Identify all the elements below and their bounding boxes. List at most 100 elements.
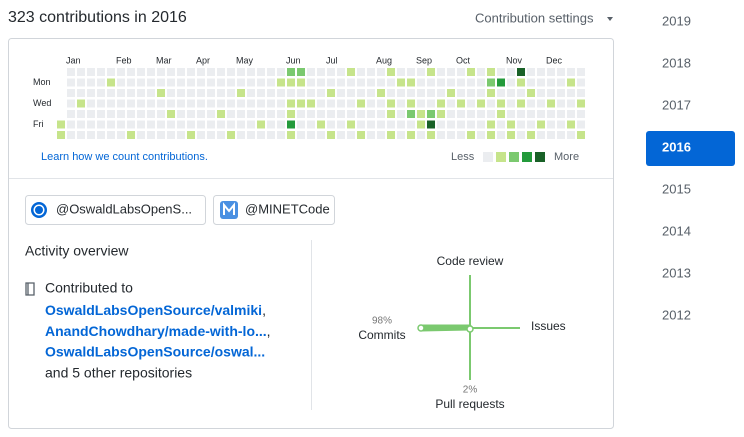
day-cell: [67, 99, 75, 108]
day-cell: [377, 131, 385, 139]
radar-label: Code review: [437, 254, 504, 268]
day-cell: [117, 78, 125, 87]
day-cell: [247, 68, 255, 76]
day-cell: [127, 89, 135, 97]
day-cell: [277, 99, 285, 108]
year-link[interactable]: 2012: [662, 307, 691, 322]
day-cell: [527, 89, 535, 97]
day-cell: [357, 99, 365, 108]
day-cell: [157, 68, 165, 76]
day-cell: [427, 131, 435, 139]
day-cell: [127, 110, 135, 118]
day-cell: [237, 131, 245, 139]
radar-point: [417, 324, 425, 332]
year-link[interactable]: 2017: [662, 97, 691, 112]
day-cell: [457, 78, 465, 87]
day-cell: [247, 131, 255, 139]
day-cell: [247, 110, 255, 118]
day-cell: [177, 120, 185, 129]
day-cell: [397, 89, 405, 97]
org-name: @MINETCode: [245, 201, 330, 216]
day-cell: [417, 120, 425, 129]
repo-link[interactable]: AnandChowdhary/made-with-lo...: [45, 323, 267, 339]
day-cell: [467, 120, 475, 129]
radar-percent: 98%: [372, 316, 392, 327]
day-cell: [177, 89, 185, 97]
year-link[interactable]: 2015: [662, 181, 691, 196]
day-cell: [577, 68, 585, 76]
day-cell: [157, 120, 165, 129]
day-cell: [197, 89, 205, 97]
year-link[interactable]: 2014: [662, 223, 691, 238]
day-cell: [87, 110, 95, 118]
day-cell: [237, 68, 245, 76]
day-cell: [307, 99, 315, 108]
day-cell: [117, 99, 125, 108]
day-cell: [167, 120, 175, 129]
day-cell: [337, 78, 345, 87]
legend-cell: [483, 152, 493, 162]
other-repos: and 5 other repositories: [45, 365, 192, 381]
day-cell: [57, 120, 65, 129]
day-cell: [537, 78, 545, 87]
org-button[interactable]: [213, 195, 335, 225]
year-list: 2019 2018 2017 2016 2015 2014 2013 2012: [646, 13, 735, 322]
day-cell: [147, 89, 155, 97]
day-cell: [337, 110, 345, 118]
day-cell: [357, 110, 365, 118]
day-cell: [187, 89, 195, 97]
day-cell: [427, 110, 435, 118]
legend-cell: [509, 152, 519, 162]
day-cell: [327, 68, 335, 76]
legend-cell: [496, 152, 506, 162]
year-link[interactable]: 2013: [662, 265, 691, 280]
day-cell: [347, 99, 355, 108]
day-cell: [207, 78, 215, 87]
day-cell: [127, 78, 135, 87]
day-cell: [427, 89, 435, 97]
day-cell: [107, 68, 115, 76]
day-cell: [417, 68, 425, 76]
day-cell: [567, 120, 575, 129]
year-link[interactable]: 2019: [662, 13, 691, 28]
day-cell: [577, 131, 585, 139]
day-cell: [527, 131, 535, 139]
day-cell: [67, 110, 75, 118]
day-cell: [437, 110, 445, 118]
day-cell: [107, 110, 115, 118]
year-link[interactable]: 2018: [662, 55, 691, 70]
day-cell: [507, 110, 515, 118]
day-cell: [527, 78, 535, 87]
repo-link[interactable]: OswaldLabsOpenSource/valmiki: [45, 302, 262, 318]
day-cell: [317, 99, 325, 108]
day-cell: [497, 78, 505, 87]
day-cell: [177, 99, 185, 108]
day-cell: [327, 89, 335, 97]
day-cell: [567, 131, 575, 139]
day-cell: [177, 110, 185, 118]
day-cell: [97, 120, 105, 129]
day-cell: [277, 131, 285, 139]
day-cell: [317, 120, 325, 129]
learn-link[interactable]: Learn how we count contributions.: [41, 151, 208, 163]
day-cell: [227, 110, 235, 118]
repo-link[interactable]: OswaldLabsOpenSource/oswal...: [45, 344, 265, 360]
day-cell: [347, 110, 355, 118]
day-cell: [487, 131, 495, 139]
day-cell: [217, 78, 225, 87]
org-avatar-dot: [35, 206, 43, 214]
day-cell: [297, 68, 305, 76]
repo-line: OswaldLabsOpenSource/valmiki,: [45, 302, 266, 318]
day-cell: [497, 89, 505, 97]
day-cell: [247, 120, 255, 129]
day-cell: [167, 89, 175, 97]
year-link[interactable]: 2016: [662, 139, 691, 154]
org-button[interactable]: [25, 195, 206, 225]
day-cell: [287, 68, 295, 76]
day-cell: [227, 131, 235, 139]
day-cell: [527, 120, 535, 129]
day-cell: [537, 68, 545, 76]
day-cell: [417, 78, 425, 87]
settings-button[interactable]: Contribution settings: [475, 10, 594, 25]
